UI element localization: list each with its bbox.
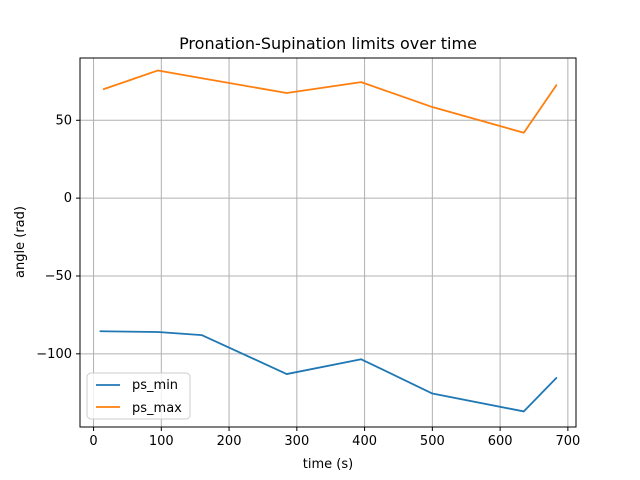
- x-tick-label: 600: [488, 434, 513, 449]
- legend-label-ps-min: ps_min: [132, 378, 178, 393]
- x-tick-label: 200: [217, 434, 242, 449]
- chart-title: Pronation-Supination limits over time: [179, 34, 477, 53]
- y-tick-label: −100: [36, 347, 72, 362]
- grid: [80, 58, 576, 427]
- series-group: [99, 69, 558, 413]
- legend: ps_min ps_max: [86, 372, 191, 420]
- y-axis: −100 −50 0 50: [36, 113, 80, 362]
- y-tick-label: 50: [55, 113, 72, 128]
- x-axis-label: time (s): [303, 457, 353, 472]
- x-tick-label: 700: [555, 434, 580, 449]
- x-tick-label: 100: [149, 434, 174, 449]
- x-tick-label: 300: [284, 434, 309, 449]
- legend-label-ps-max: ps_max: [132, 401, 182, 416]
- series-line-ps-min: [99, 330, 558, 413]
- x-axis: 0 100 200 300 400 500 600 700: [89, 427, 580, 449]
- series-line-ps-max: [102, 69, 558, 134]
- x-tick-label: 500: [420, 434, 445, 449]
- plot-frame: [79, 57, 577, 428]
- y-tick-label: −50: [45, 269, 72, 284]
- y-tick-label: 0: [64, 191, 72, 206]
- y-axis-label: angle (rad): [13, 206, 28, 278]
- x-tick-label: 400: [352, 434, 377, 449]
- x-tick-label: 0: [89, 434, 97, 449]
